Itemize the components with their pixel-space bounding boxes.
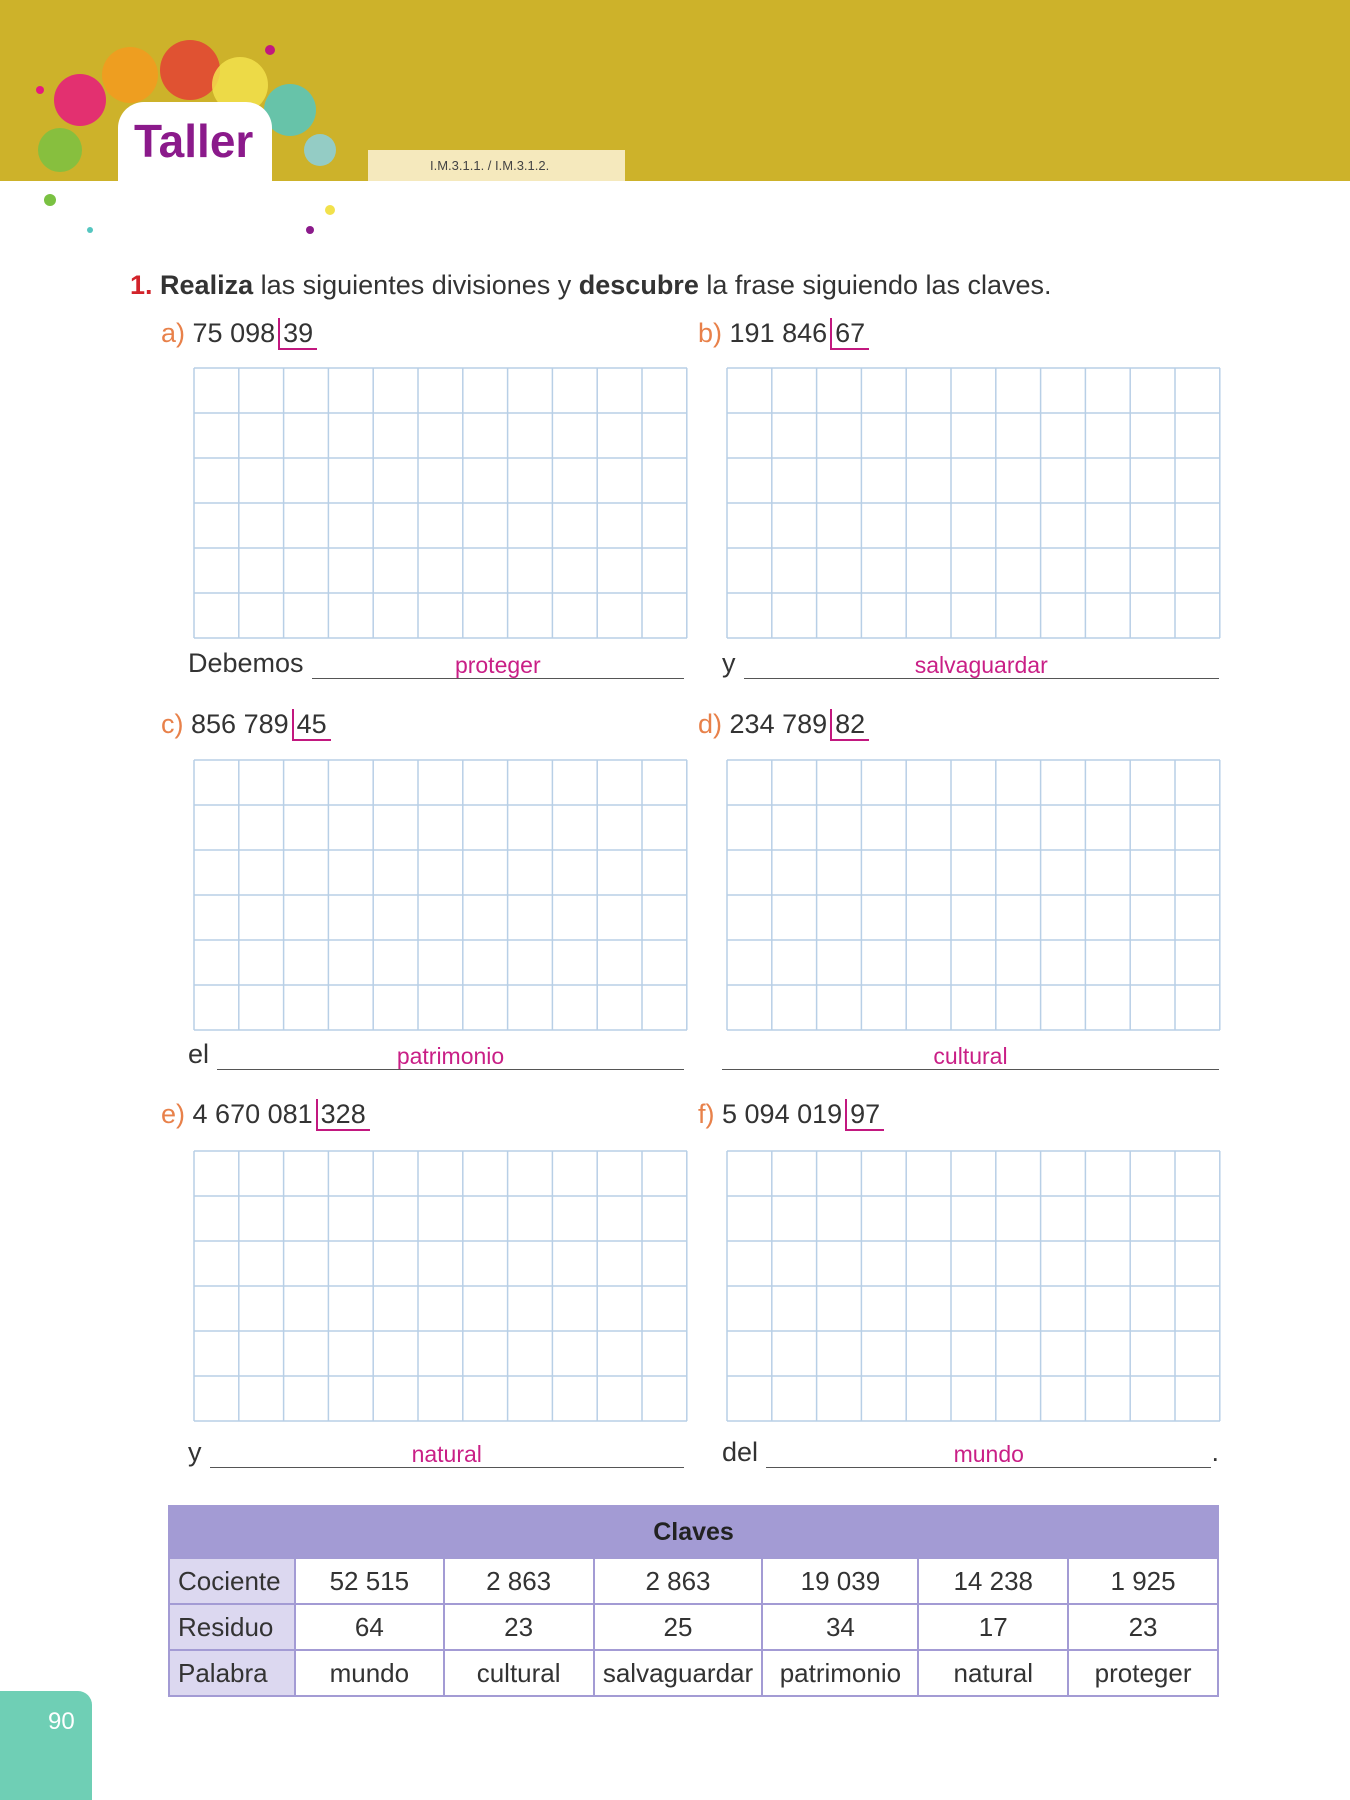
answer-row: y natural	[188, 1428, 684, 1468]
row-header: Residuo	[168, 1603, 296, 1651]
answer-prefix: Debemos	[188, 648, 304, 678]
table-cell: 14 238	[917, 1557, 1070, 1605]
item-letter: d)	[698, 709, 723, 739]
divisor: 82	[830, 709, 870, 741]
instruction: 1. Realiza las siguientes divisiones y d…	[130, 270, 1052, 301]
item-letter: a)	[161, 318, 186, 348]
keys-table: Claves Cociente 52 515 2 863 2 863 19 039 14 …	[168, 1505, 1219, 1697]
answer-prefix: y	[722, 648, 736, 678]
table-cell: 64	[293, 1603, 445, 1651]
dividend: 75 098	[192, 318, 276, 348]
answer-suffix: .	[1211, 1437, 1219, 1467]
work-grid	[726, 367, 1221, 639]
table-cell: natural	[917, 1649, 1070, 1697]
title-tab	[118, 102, 272, 222]
work-grid	[193, 759, 688, 1031]
table-cell: 2 863	[592, 1557, 764, 1605]
item-letter: e)	[161, 1099, 186, 1129]
answer-prefix: el	[188, 1039, 210, 1069]
table-row: Residuo 64 23 25 34 17 23	[168, 1603, 1219, 1651]
work-grid	[193, 1150, 688, 1422]
answer-row: el patrimonio	[188, 1030, 684, 1070]
page-number: 90	[48, 1708, 75, 1735]
dividend: 856 789	[191, 709, 289, 739]
work-grid	[726, 759, 1221, 1031]
item-letter: c)	[161, 709, 184, 739]
section-title: Taller	[134, 115, 254, 167]
dividend: 4 670 081	[192, 1099, 313, 1129]
divisor: 97	[845, 1099, 885, 1131]
table-title: Claves	[168, 1505, 1219, 1559]
division-label: a) 75 098 39	[161, 318, 318, 350]
text: la frase siguiendo las claves.	[698, 270, 1052, 300]
dividend: 5 094 019	[722, 1099, 843, 1129]
work-grid	[726, 1150, 1221, 1422]
answer-line: proteger	[311, 652, 684, 679]
verb: Realiza	[160, 270, 254, 300]
table-row: Palabra mundo cultural salvaguardar patrimon…	[168, 1649, 1219, 1697]
table-cell: 25	[592, 1603, 764, 1651]
table-cell: 1 925	[1067, 1557, 1219, 1605]
table-cell: 52 515	[293, 1557, 445, 1605]
division-label: e) 4 670 081 328	[161, 1099, 370, 1131]
text: las siguientes divisiones y	[253, 270, 579, 300]
table-cell: 2 863	[442, 1557, 595, 1605]
table-cell: 23	[442, 1603, 595, 1651]
answer-row: cultural	[722, 1030, 1219, 1070]
item-number: 1.	[130, 270, 153, 300]
table-row: Cociente 52 515 2 863 2 863 19 039 14 238 1 92…	[168, 1557, 1219, 1605]
table-cell: cultural	[442, 1649, 595, 1697]
division-label: f) 5 094 019 97	[698, 1099, 885, 1131]
paint-splash	[36, 40, 336, 234]
table-cell: 23	[1067, 1603, 1219, 1651]
code-text: I.M.3.1.1. / I.M.3.1.2.	[430, 158, 550, 173]
table-cell: proteger	[1067, 1649, 1219, 1697]
divisor: 45	[291, 709, 331, 741]
item-letter: b)	[698, 318, 723, 348]
answer-line: natural	[209, 1441, 684, 1468]
divisor: 67	[830, 318, 870, 350]
table-cell: salvaguardar	[592, 1649, 764, 1697]
division-label: c) 856 789 45	[161, 709, 331, 741]
answer-row: y salvaguardar	[722, 639, 1219, 679]
indicator-code: I.M.3.1.1. / I.M.3.1.2.	[368, 150, 625, 181]
answer-prefix: del	[722, 1437, 759, 1467]
answer-row: Debemos proteger	[188, 639, 684, 679]
answer-line: cultural	[722, 1043, 1219, 1070]
table-cell: 34	[761, 1603, 920, 1651]
divisor: 39	[278, 318, 318, 350]
table-cell: patrimonio	[761, 1649, 920, 1697]
answer-prefix: y	[188, 1437, 202, 1467]
verb: descubre	[578, 270, 699, 300]
page-tab	[0, 1691, 92, 1800]
table-cell: mundo	[293, 1649, 445, 1697]
item-letter: f)	[698, 1099, 715, 1129]
dividend: 191 846	[729, 318, 828, 348]
answer-line: patrimonio	[217, 1043, 684, 1070]
answer-line: salvaguardar	[743, 652, 1219, 679]
answer-line: mundo	[766, 1441, 1212, 1468]
divisor: 328	[315, 1099, 370, 1131]
row-header: Palabra	[168, 1649, 296, 1697]
row-header: Cociente	[168, 1557, 296, 1605]
division-label: d) 234 789 82	[698, 709, 870, 741]
division-label: b) 191 846 67	[698, 318, 870, 350]
dividend: 234 789	[729, 709, 828, 739]
work-grid	[193, 367, 688, 639]
answer-row: del mundo.	[722, 1428, 1219, 1468]
table-cell: 17	[917, 1603, 1070, 1651]
table-cell: 19 039	[761, 1557, 920, 1605]
